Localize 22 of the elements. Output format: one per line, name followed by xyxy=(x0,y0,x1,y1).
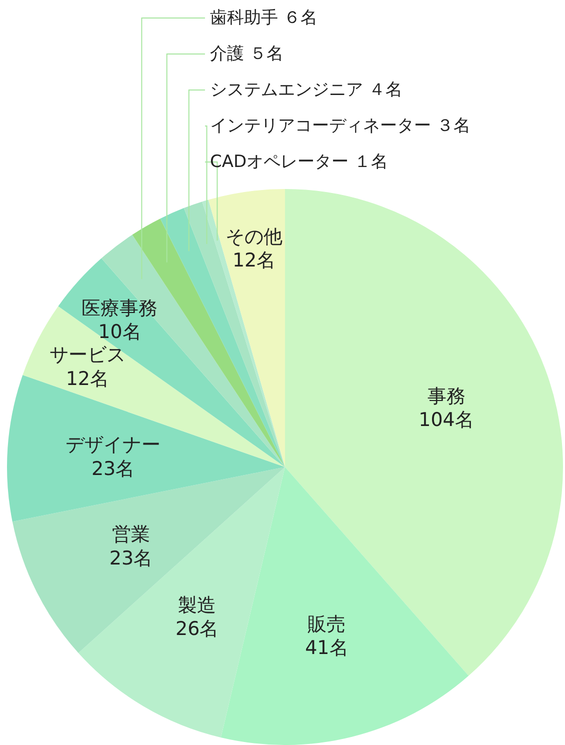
data-label: 23名 xyxy=(91,458,135,480)
slice-label: 医療事務 xyxy=(82,297,158,320)
data-label: 12名 xyxy=(66,368,110,390)
slice-label: 営業 xyxy=(112,524,150,546)
pie-slice xyxy=(220,467,469,745)
slice-label: CADオペレーター １名 xyxy=(210,152,388,172)
data-label: 12名 xyxy=(232,250,276,272)
data-label: 104名 xyxy=(418,409,474,432)
slice-label: サービス xyxy=(49,344,126,366)
slice-label: 歯科助手 ６名 xyxy=(210,8,318,28)
slice-label: デザイナー xyxy=(66,434,161,456)
data-label: 10名 xyxy=(98,321,142,344)
slice-label: インテリアコーディネーター ３名 xyxy=(210,116,470,136)
slice-label: 販売 xyxy=(308,613,346,636)
data-label: 23名 xyxy=(109,547,153,570)
slice-label: その他 xyxy=(226,226,283,248)
data-label: 41名 xyxy=(305,637,348,660)
slice-label: システムエンジニア ４名 xyxy=(210,80,402,100)
slice-label: 介護 ５名 xyxy=(210,44,284,64)
slice-label: 製造 xyxy=(178,594,216,616)
slice-label: 事務 xyxy=(427,385,466,408)
data-label: 26名 xyxy=(175,618,219,640)
